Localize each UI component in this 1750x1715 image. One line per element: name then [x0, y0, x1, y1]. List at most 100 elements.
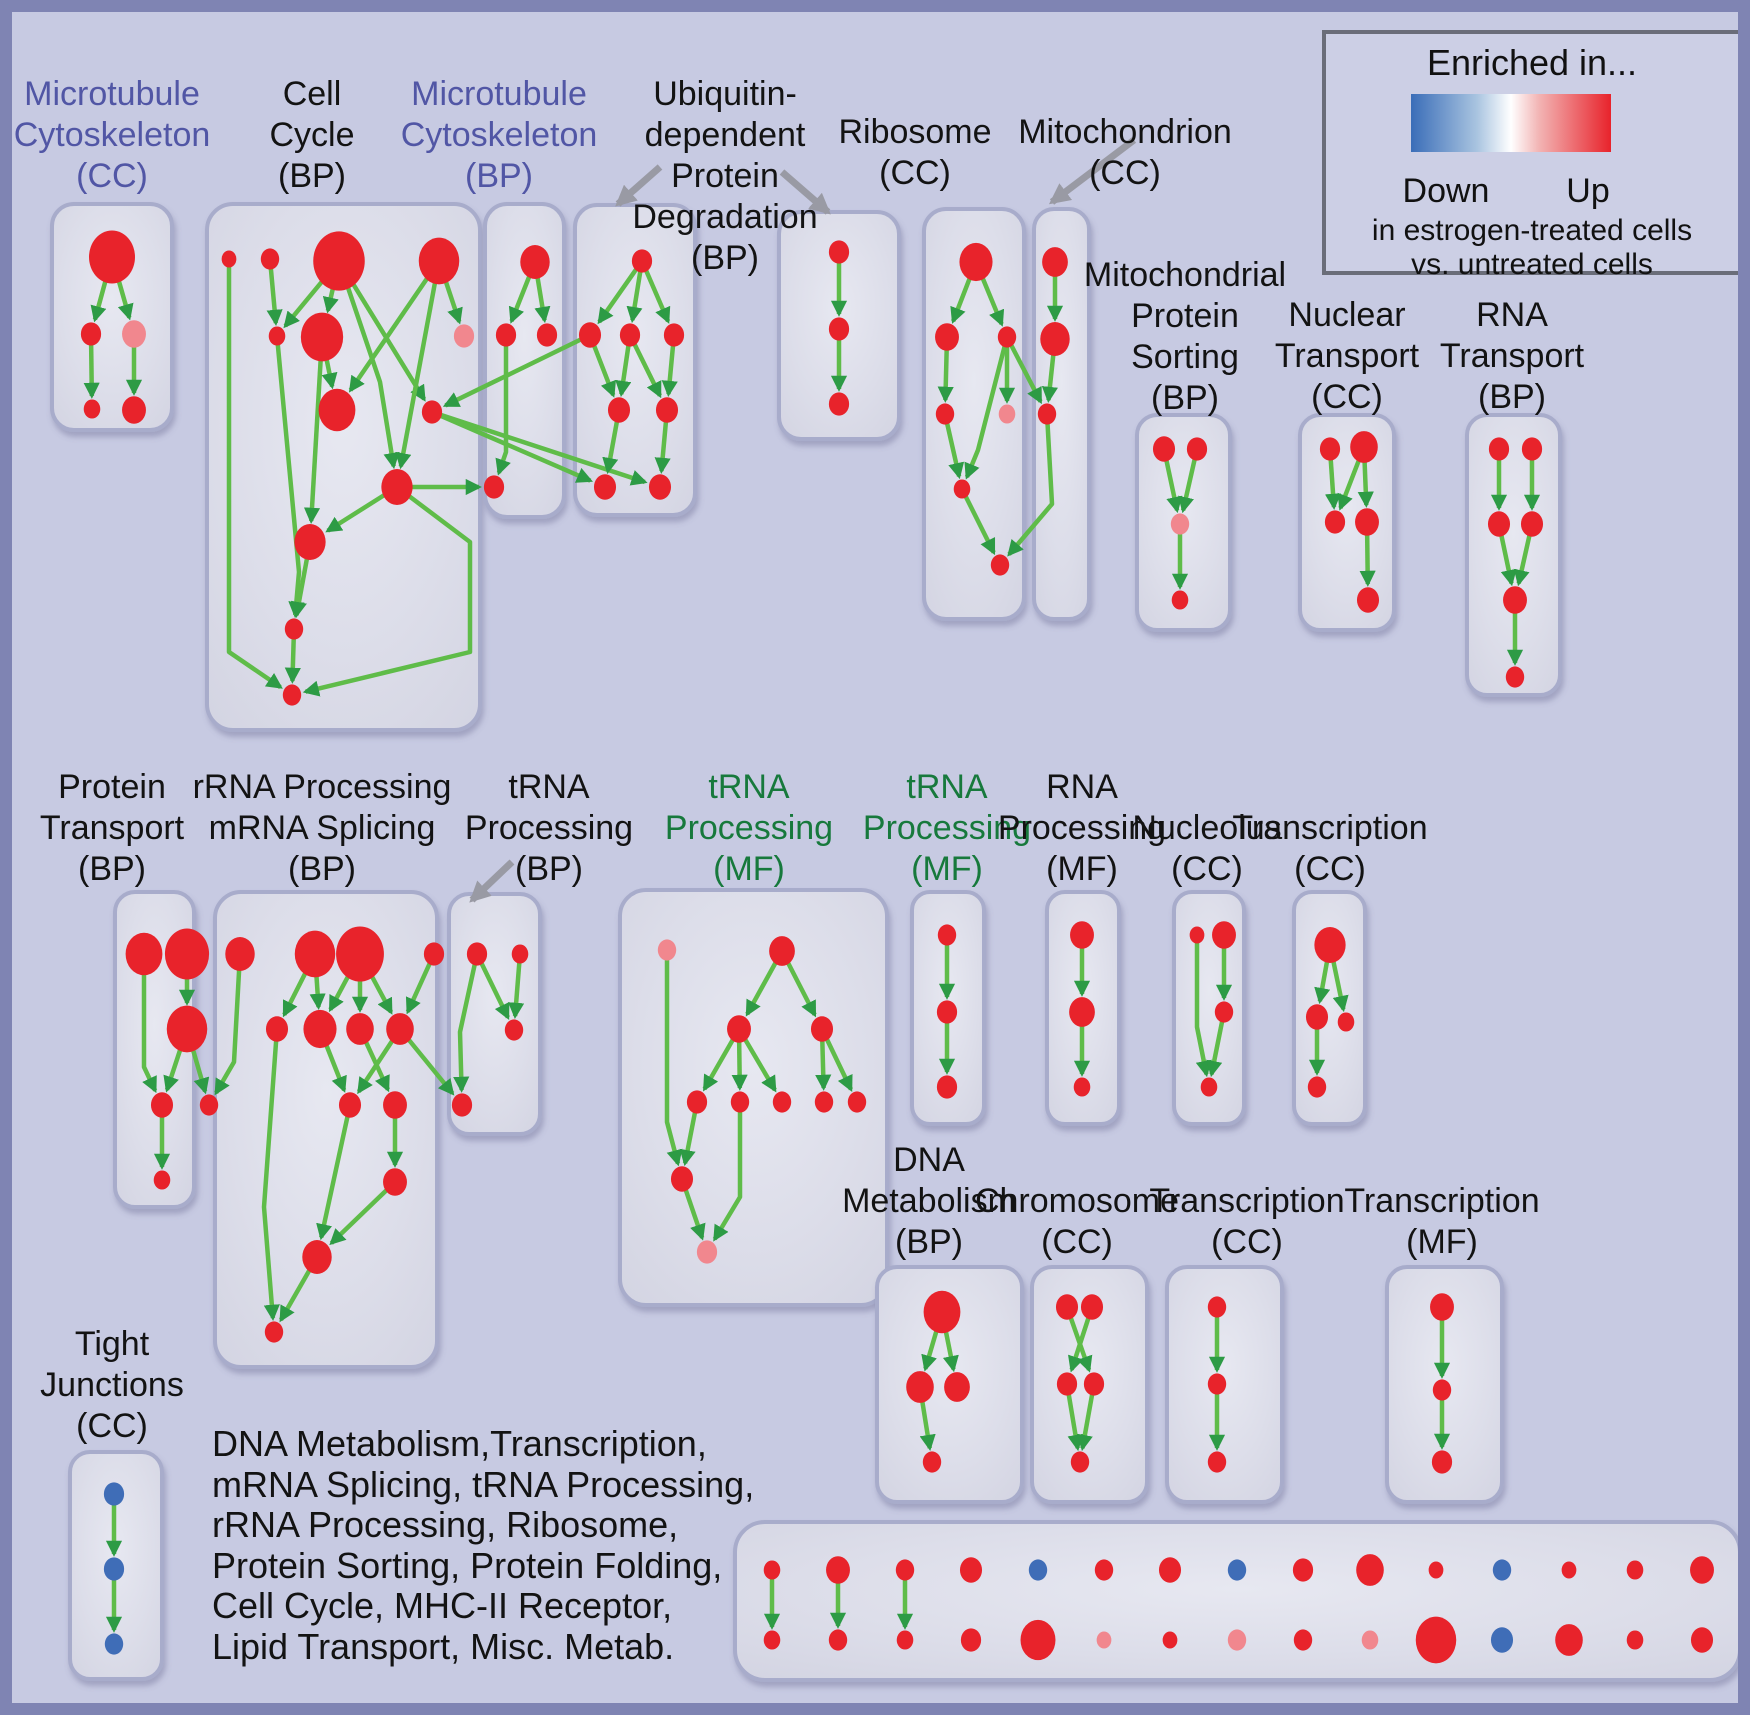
label-transcription-mf: Transcription (MF)	[1344, 1182, 1540, 1261]
go-term-node-q8	[386, 1013, 414, 1045]
label-pointer-arrow	[469, 859, 515, 903]
label-mitochondrial-protein-sorting-bp: Mitochondrial Protein Sorting (BP)	[1083, 256, 1287, 417]
go-term-node-g1	[657, 939, 677, 961]
go-term-node-tj3	[104, 1633, 124, 1655]
go-term-node-nt2	[1350, 431, 1378, 463]
go-term-node-q12	[302, 1240, 332, 1274]
go-term-node-tj1	[103, 1482, 125, 1506]
legend-subtitle-line2: vs. untreated cells	[1411, 248, 1653, 281]
go-term-node-v3	[896, 1630, 914, 1650]
go-term-node-c2	[1080, 1294, 1104, 1320]
go-term-node-t1	[466, 942, 488, 966]
go-term-node-w6	[1094, 1559, 1114, 1581]
go-term-node-s4	[1171, 590, 1189, 610]
go-term-node-q4	[423, 942, 445, 966]
go-term-node-p2	[164, 928, 210, 980]
go-term-node-rt5	[1503, 586, 1527, 614]
edge-arrow	[348, 259, 441, 393]
go-term-node-g3	[727, 1015, 751, 1043]
edge-arrow	[395, 260, 442, 470]
go-term-node-r6	[953, 479, 971, 499]
go-term-node-n4	[418, 237, 460, 285]
go-term-node-s3	[1170, 513, 1190, 535]
go-term-node-g2	[769, 936, 795, 966]
go-term-node-w5	[1028, 1559, 1048, 1581]
go-term-node-rt1	[1488, 437, 1510, 461]
label-nucleolus-cc: Nucleolus (CC)	[1132, 809, 1282, 888]
go-term-node-d1	[923, 1290, 961, 1334]
go-term-node-v2	[828, 1629, 848, 1651]
label-rrna-processing-mrna-splicing-bp: rRNA Processing mRNA Splicing (BP)	[192, 768, 452, 888]
edge-arrow	[712, 1102, 743, 1242]
go-term-node-b3	[828, 392, 850, 416]
misc-categories-text: DNA Metabolism,Transcription, mRNA Splic…	[212, 1423, 755, 1667]
label-trna-processing-mf-1: tRNA Processing (MF)	[664, 768, 834, 888]
label-protein-transport-bp: Protein Transport (BP)	[39, 768, 185, 888]
go-term-node-j2	[1069, 997, 1095, 1027]
go-term-node-u7	[593, 474, 617, 500]
go-term-node-w11	[1428, 1561, 1444, 1579]
go-term-node-g10	[670, 1166, 694, 1192]
go-term-node-w15	[1690, 1556, 1714, 1584]
edge-arrow	[597, 259, 644, 325]
label-microtubule-cytoskeleton-bp: Microtubule Cytoskeleton (BP)	[400, 75, 598, 195]
go-term-node-f1	[1430, 1293, 1454, 1321]
go-term-node-e3	[1207, 1451, 1227, 1473]
edge-arrow	[316, 1104, 353, 1241]
legend-subtitle-line1: in estrogen-treated cells	[1371, 214, 1693, 247]
go-term-node-p3	[166, 1005, 208, 1053]
legend-gradient-bar	[1411, 94, 1611, 152]
go-term-node-v14	[1626, 1630, 1644, 1650]
go-term-node-n13	[282, 684, 302, 706]
go-term-node-l1	[1314, 926, 1346, 964]
go-term-node-mi3	[1037, 403, 1057, 425]
go-term-node-k1	[1189, 926, 1205, 944]
edge-arrow	[664, 950, 683, 1167]
go-term-node-q10	[383, 1091, 407, 1119]
go-term-node-v15	[1690, 1627, 1714, 1653]
label-ribosome-cc: Ribosome (CC)	[838, 113, 992, 192]
go-term-node-p1	[125, 932, 163, 976]
edge-arrow	[261, 1028, 280, 1321]
edge-arrow	[1206, 1011, 1227, 1078]
go-term-node-n10	[381, 468, 413, 506]
label-ubiquitin-dependent-protein-degradation-bp: Ubiquitin- dependent Protein Degradation…	[632, 75, 818, 277]
edge-arrow	[1005, 335, 1043, 405]
label-trna-processing-mf-2: tRNA Processing (MF)	[862, 768, 1032, 888]
edge-arrow	[508, 953, 525, 1019]
edge-arrow	[1194, 935, 1212, 1078]
legend-title: Enriched in...	[1426, 42, 1638, 83]
go-term-node-g4	[810, 1016, 834, 1042]
edge-arrow	[302, 485, 473, 697]
go-term-node-w1	[763, 1560, 781, 1580]
go-term-node-u1	[631, 249, 653, 273]
go-term-node-t3	[504, 1019, 524, 1041]
go-term-node-l3	[1337, 1012, 1355, 1032]
edge-arrow	[431, 409, 593, 483]
go-term-node-b2	[828, 317, 850, 341]
legend-box: Enriched in... Down Up in estrogen-treat…	[1322, 30, 1738, 281]
edge-arrow	[266, 258, 283, 326]
go-term-node-w8	[1227, 1559, 1247, 1581]
go-term-node-w9	[1292, 1558, 1314, 1582]
label-transcription-cc-2: Transcription (CC)	[1149, 1182, 1345, 1261]
go-term-node-d2	[906, 1371, 934, 1403]
go-term-node-g11	[696, 1240, 718, 1264]
label-dna-metabolism-bp: DNA Metabolism (BP)	[842, 1141, 1016, 1261]
go-term-node-d4	[922, 1451, 942, 1473]
go-term-node-v5	[1020, 1619, 1056, 1661]
go-term-node-nt3	[1324, 510, 1346, 534]
label-pointer-arrow	[779, 169, 831, 215]
go-term-node-w2	[826, 1556, 850, 1584]
go-term-node-n5	[268, 326, 286, 346]
go-term-node-n3	[313, 231, 365, 291]
go-term-node-l2	[1305, 1004, 1329, 1030]
go-term-node-h2	[936, 1000, 958, 1024]
label-pointer-arrow	[1048, 137, 1137, 205]
go-term-node-u8	[648, 474, 672, 500]
go-term-node-a4	[83, 399, 101, 419]
go-term-node-q13	[264, 1321, 284, 1343]
go-term-node-u3	[619, 323, 641, 347]
go-term-node-v13	[1555, 1624, 1583, 1656]
